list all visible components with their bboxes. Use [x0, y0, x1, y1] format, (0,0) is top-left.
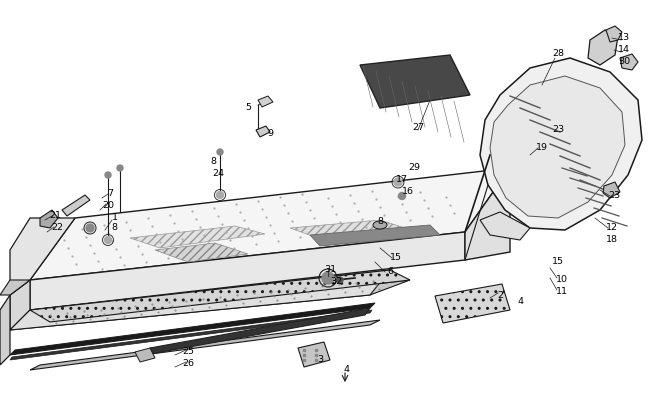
- Text: 29: 29: [408, 164, 420, 172]
- Text: 2: 2: [497, 290, 503, 300]
- Polygon shape: [620, 54, 638, 70]
- Polygon shape: [588, 30, 618, 65]
- Polygon shape: [290, 220, 405, 237]
- Circle shape: [217, 149, 223, 155]
- Polygon shape: [360, 55, 470, 108]
- Polygon shape: [10, 270, 390, 330]
- Text: 4: 4: [517, 298, 523, 306]
- Text: 11: 11: [556, 288, 568, 296]
- Polygon shape: [603, 182, 620, 198]
- Text: 15: 15: [390, 253, 402, 263]
- Text: 24: 24: [212, 170, 224, 178]
- Circle shape: [86, 224, 94, 232]
- Text: 8: 8: [111, 223, 117, 233]
- Text: 4: 4: [344, 365, 350, 375]
- Polygon shape: [30, 320, 380, 370]
- Circle shape: [216, 192, 224, 198]
- Text: 6: 6: [387, 267, 393, 277]
- Text: 19: 19: [536, 144, 548, 152]
- Text: 3: 3: [317, 356, 323, 365]
- Text: 32: 32: [330, 277, 342, 286]
- Text: 25: 25: [182, 348, 194, 356]
- Text: 8: 8: [210, 158, 216, 166]
- Text: 10: 10: [556, 275, 568, 284]
- Circle shape: [337, 277, 343, 283]
- Text: 8: 8: [377, 217, 383, 227]
- Polygon shape: [490, 76, 625, 218]
- Text: 18: 18: [606, 235, 618, 245]
- Text: 23: 23: [552, 126, 564, 134]
- Circle shape: [105, 172, 111, 178]
- Polygon shape: [10, 218, 75, 295]
- Polygon shape: [298, 342, 330, 367]
- Polygon shape: [135, 348, 155, 362]
- Text: 7: 7: [107, 190, 113, 198]
- Text: 30: 30: [618, 57, 630, 67]
- Text: 5: 5: [245, 103, 251, 113]
- Polygon shape: [0, 295, 10, 365]
- Polygon shape: [310, 225, 440, 246]
- Polygon shape: [465, 168, 510, 260]
- Text: 21: 21: [49, 211, 61, 221]
- Text: 16: 16: [402, 188, 414, 196]
- Circle shape: [394, 178, 402, 186]
- Text: 31: 31: [324, 265, 336, 275]
- Polygon shape: [606, 26, 622, 42]
- Text: 20: 20: [102, 201, 114, 211]
- Text: 26: 26: [182, 360, 194, 369]
- Polygon shape: [62, 195, 90, 216]
- Polygon shape: [145, 308, 370, 355]
- Circle shape: [117, 165, 123, 171]
- Text: 27: 27: [412, 124, 424, 132]
- Polygon shape: [480, 212, 530, 240]
- Polygon shape: [10, 310, 372, 360]
- Polygon shape: [256, 126, 270, 137]
- Polygon shape: [155, 243, 248, 262]
- Text: 14: 14: [618, 45, 630, 55]
- Text: 13: 13: [618, 34, 630, 43]
- Polygon shape: [0, 280, 30, 295]
- Circle shape: [398, 192, 406, 200]
- Polygon shape: [10, 303, 375, 355]
- Polygon shape: [30, 270, 410, 322]
- Polygon shape: [10, 280, 410, 330]
- Ellipse shape: [373, 221, 387, 229]
- Circle shape: [105, 237, 112, 243]
- Text: 28: 28: [552, 49, 564, 59]
- Circle shape: [322, 272, 334, 284]
- Polygon shape: [10, 280, 30, 330]
- Text: 9: 9: [267, 130, 273, 138]
- Polygon shape: [30, 168, 510, 280]
- Polygon shape: [130, 226, 265, 248]
- Polygon shape: [258, 96, 273, 107]
- Polygon shape: [435, 284, 510, 323]
- Text: 1: 1: [112, 213, 118, 223]
- Polygon shape: [30, 232, 465, 310]
- Text: 22: 22: [51, 223, 63, 233]
- Text: 17: 17: [396, 176, 408, 184]
- Text: 23: 23: [608, 192, 620, 200]
- Polygon shape: [480, 58, 642, 230]
- Polygon shape: [40, 210, 58, 228]
- Text: 15: 15: [552, 257, 564, 267]
- Text: 12: 12: [606, 223, 618, 233]
